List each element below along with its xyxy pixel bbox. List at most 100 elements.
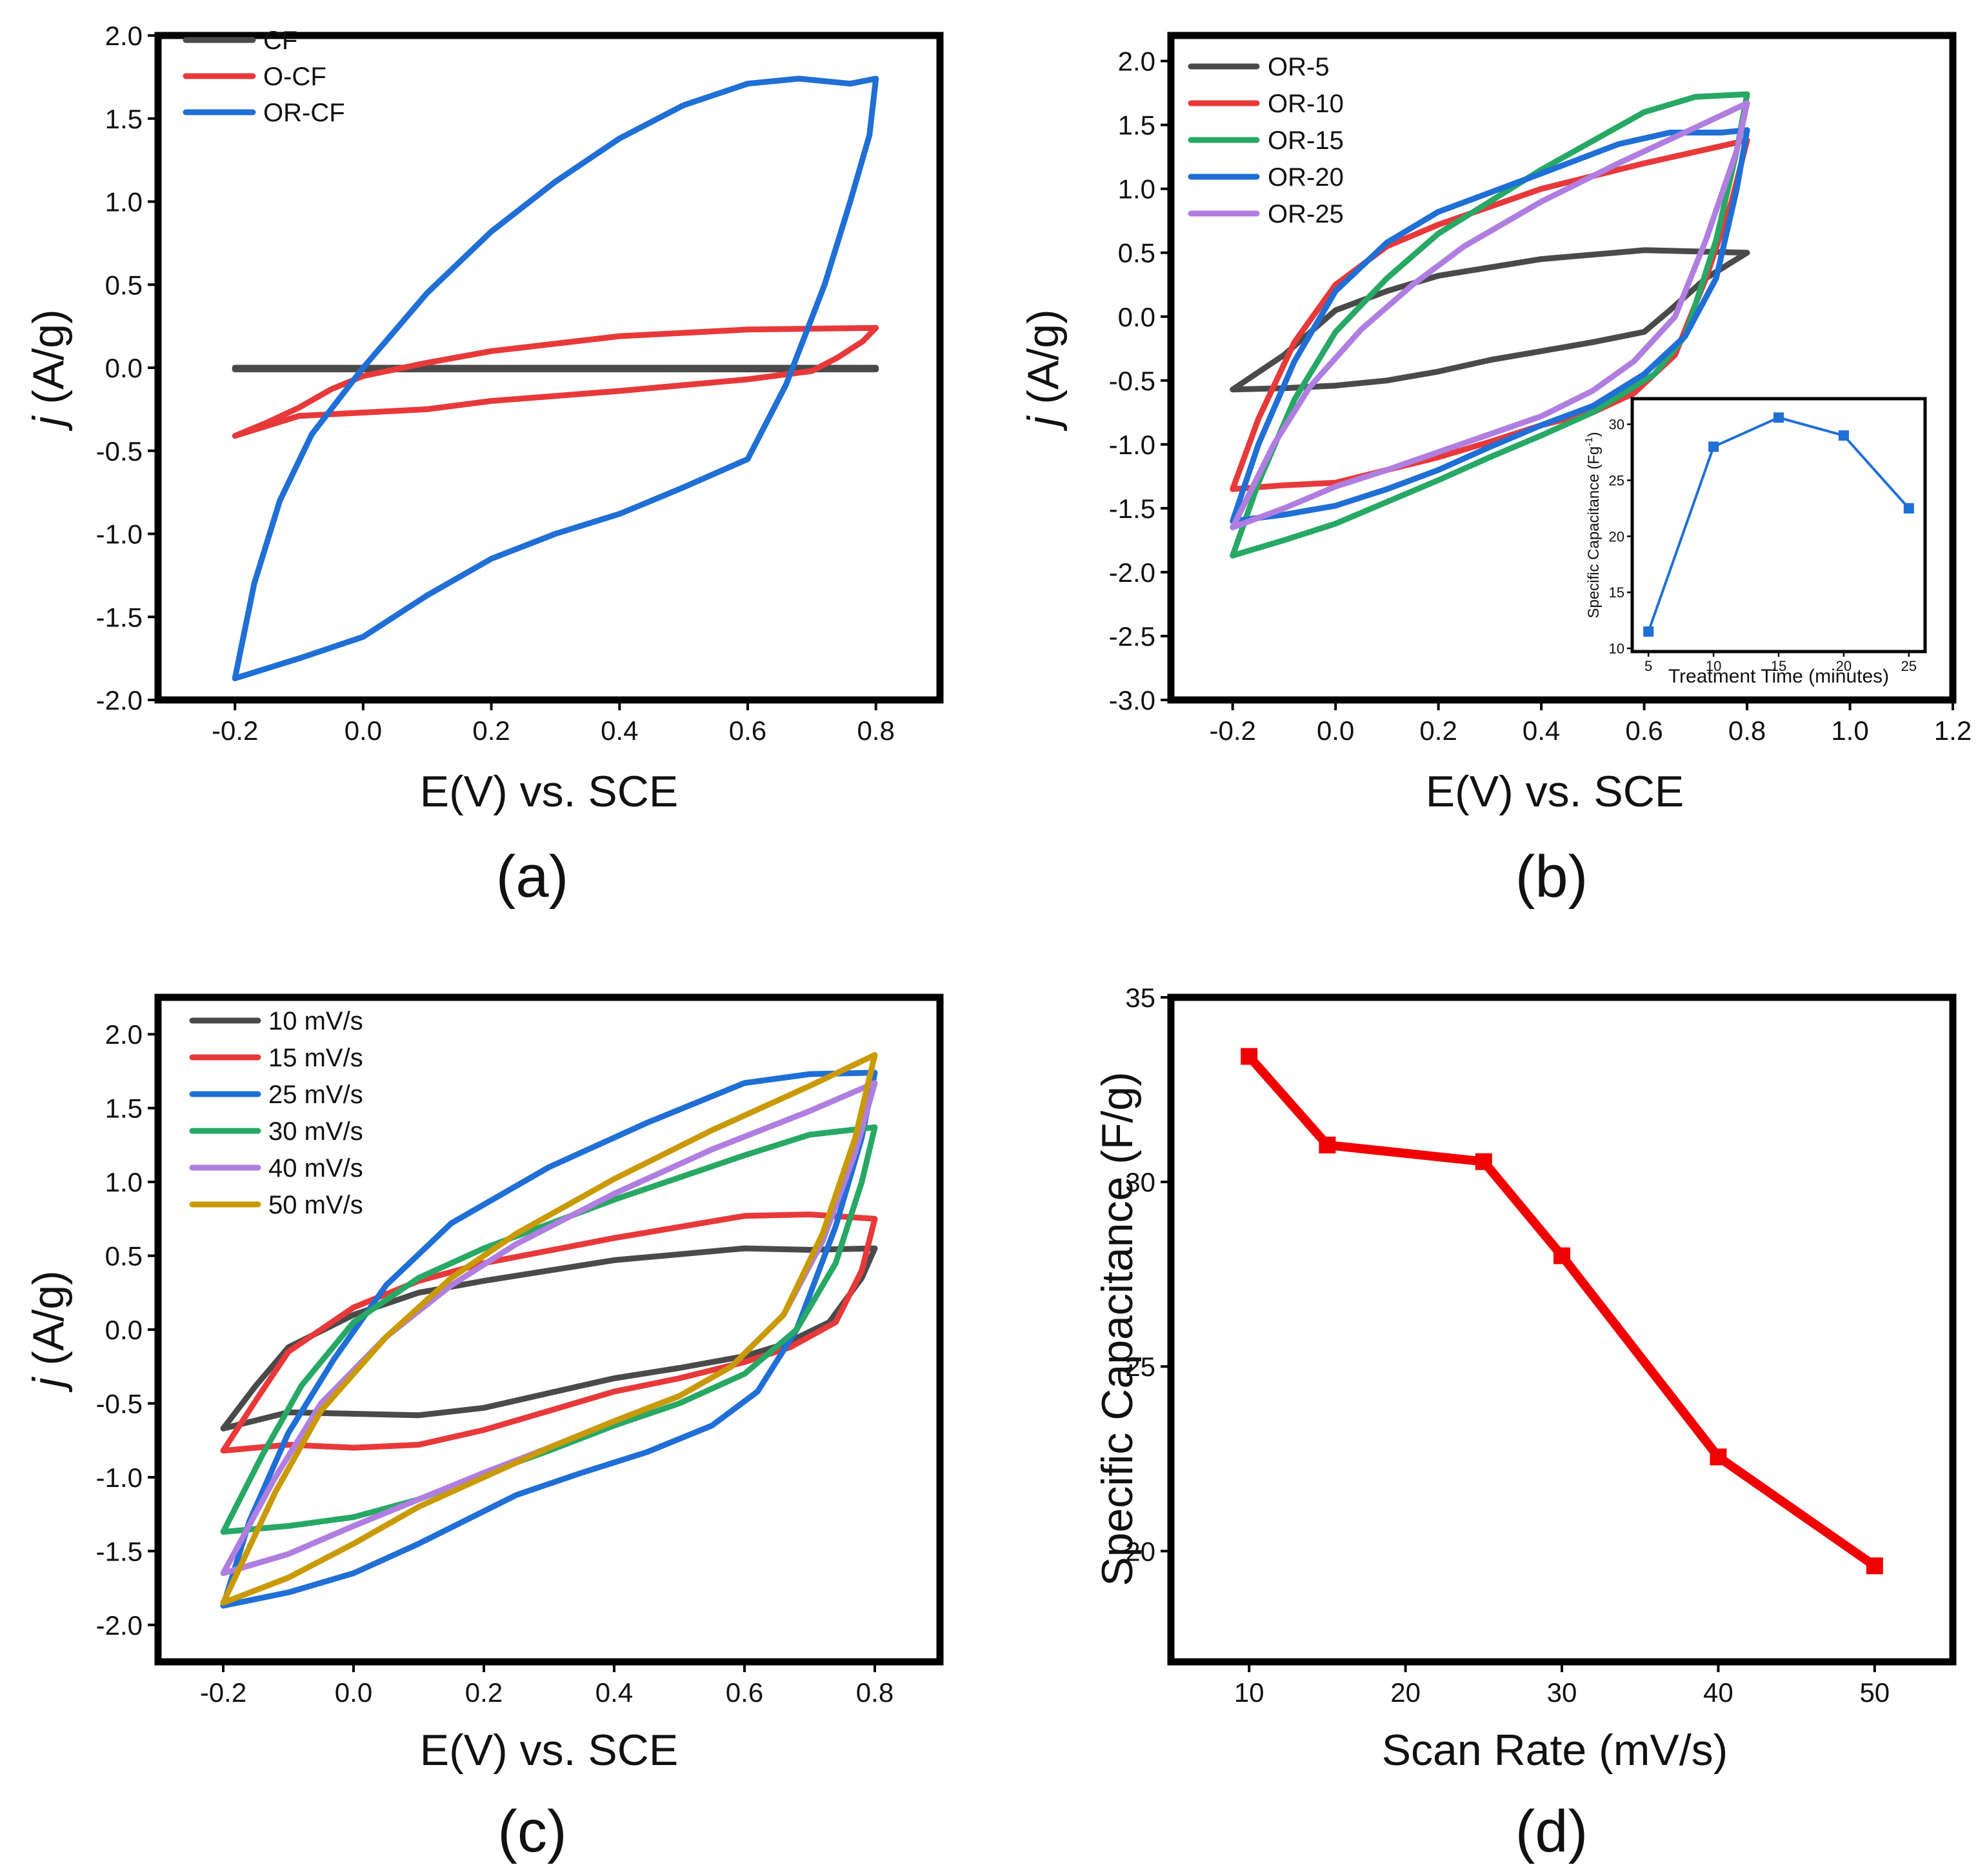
inset-x-tick-label-2: 15 [1771, 658, 1786, 674]
marker-d-3 [1553, 1247, 1570, 1264]
panel-a-plot [232, 75, 879, 681]
y-tick-label-c-0: -2.0 [96, 1610, 143, 1641]
y-tick-label-b-8: 1.0 [1118, 174, 1155, 205]
panel-c-plot [220, 1052, 878, 1609]
marker-d-5 [1866, 1557, 1883, 1575]
x-tick-label-d-3: 40 [1703, 1677, 1733, 1708]
y-tick-label-d-2: 30 [1125, 1167, 1155, 1197]
inset-background [1632, 399, 1925, 652]
panel-c-ticks: -0.2 0.0 0.2 0.4 0.6 0.8 -2.0 -1.5 -1.0 -0.5 0.0 0.… [96, 1019, 894, 1708]
inset-marker-1 [1708, 441, 1719, 452]
panel-b: -0.2 0.0 0.2 0.4 0.6 0.8 1.0 1.2 -3.0 -2.5 -2.0 -1.… [1019, 32, 1972, 910]
y-tick-label-b-10: 2.0 [1118, 46, 1155, 77]
panel-d-label: (d) [1515, 1799, 1588, 1864]
panel-a-y-axis-title: j (A/g) [24, 309, 73, 431]
marker-d-0 [1241, 1048, 1258, 1065]
y-tick-label-a-6: 1.0 [105, 187, 143, 217]
panel-c-label: (c) [497, 1799, 566, 1864]
legend-label-or-cf: OR-CF [263, 99, 345, 127]
x-tick-label-b-2: 0.2 [1419, 715, 1457, 746]
y-tick-label-b-5: -0.5 [1109, 366, 1155, 396]
y-tick-label-c-3: -0.5 [96, 1388, 143, 1419]
series-a-or-cf [232, 75, 879, 681]
x-tick-label-c-2: 0.2 [465, 1677, 503, 1708]
y-tick-label-b-3: -1.5 [1109, 494, 1155, 524]
x-tick-label-a-1: 0.0 [345, 715, 382, 746]
panel-b-frame [1167, 32, 1957, 704]
x-tick-label-b-6: 1.0 [1831, 715, 1868, 746]
y-tick-label-a-7: 1.5 [105, 104, 143, 134]
y-tick-label-a-4: 0.0 [105, 353, 143, 383]
panel-d-ticks: 10 20 30 40 50 20 25 30 35 [1125, 983, 1890, 1708]
panel-c-x-axis-title: E(V) vs. SCE [420, 1726, 679, 1775]
panel-d-y-axis-title: Specific Capacitance (F/g) [1093, 1072, 1142, 1586]
legend-label-10-mvs: 10 mV/s [268, 1007, 363, 1035]
x-tick-label-b-7: 1.2 [1934, 715, 1972, 746]
series-b-or-15 [1230, 91, 1750, 559]
x-tick-label-c-3: 0.4 [595, 1677, 633, 1708]
inset-x-tick-label-4: 25 [1901, 658, 1917, 674]
legend-label-25-mvs: 25 mV/s [268, 1081, 363, 1109]
y-tick-label-b-2: -2.0 [1109, 557, 1155, 588]
y-tick-label-d-3: 35 [1125, 983, 1155, 1013]
panel-c: -0.2 0.0 0.2 0.4 0.6 0.8 -2.0 -1.5 -1.0 -0.5 0.0 0.… [24, 993, 944, 1864]
x-tick-label-c-5: 0.8 [856, 1677, 894, 1708]
inset-y-tick-label-1: 15 [1609, 584, 1624, 601]
panel-b-x-axis-title: E(V) vs. SCE [1426, 767, 1684, 816]
x-tick-label-d-0: 10 [1234, 1677, 1264, 1708]
marker-d-4 [1710, 1448, 1727, 1466]
inset-y-axis-title: Specific Capacitance (Fg-1) [1584, 432, 1603, 618]
x-tick-label-b-3: 0.4 [1523, 715, 1560, 746]
legend-label-30-mvs: 30 mV/s [268, 1117, 363, 1146]
panel-b-inset: 5 10 15 20 25 10 15 20 25 30 Treatment Time (minu… [1584, 397, 1927, 687]
legend-label-o-cf: O-CF [263, 63, 326, 91]
panel-a-x-axis-title: E(V) vs. SCE [420, 767, 679, 816]
y-tick-label-b-1: -2.5 [1109, 621, 1155, 652]
panel-c-legend: 10 mV/s 15 mV/s 25 mV/s 30 mV/s 40 mV/s … [189, 1007, 363, 1219]
series-b-or-25 [1230, 100, 1750, 531]
y-tick-label-a-5: 0.5 [105, 270, 143, 300]
inset-marker-2 [1773, 412, 1784, 423]
x-tick-label-a-4: 0.6 [729, 715, 766, 746]
x-tick-label-a-0: -0.2 [212, 715, 258, 746]
inset-x-tick-label-3: 20 [1836, 658, 1852, 674]
x-tick-label-a-5: 0.8 [857, 715, 894, 746]
series-d-specific-capacitance [1244, 1052, 1879, 1571]
inset-marker-3 [1838, 430, 1849, 441]
marker-d-2 [1475, 1153, 1492, 1170]
legend-label-or-20: OR-20 [1268, 163, 1344, 192]
y-tick-label-b-6: 0.0 [1118, 302, 1155, 332]
panel-c-y-axis-title: j (A/g) [24, 1270, 73, 1392]
inset-marker-4 [1903, 503, 1914, 514]
y-tick-label-c-2: -1.0 [96, 1462, 143, 1493]
series-a-cf [232, 364, 879, 373]
panel-d-plot [1241, 1048, 1883, 1575]
x-tick-label-a-3: 0.4 [601, 715, 638, 746]
panel-b-label: (b) [1515, 844, 1588, 910]
x-tick-label-c-1: 0.0 [335, 1677, 372, 1708]
legend-label-or-5: OR-5 [1268, 53, 1330, 81]
series-c-15-mv-s [220, 1212, 878, 1454]
marker-d-1 [1319, 1136, 1336, 1153]
panel-a-legend: CF O-CF OR-CF [183, 26, 345, 127]
legend-label-50-mvs: 50 mV/s [268, 1191, 363, 1219]
inset-y-tick-label-3: 25 [1609, 473, 1624, 489]
y-tick-label-d-1: 25 [1125, 1352, 1155, 1382]
y-tick-label-c-6: 1.0 [105, 1167, 143, 1197]
y-tick-label-b-9: 1.5 [1118, 110, 1155, 141]
panel-a-label: (a) [496, 844, 568, 910]
legend-label-cf: CF [263, 26, 297, 55]
y-tick-label-a-8: 2.0 [105, 21, 143, 51]
inset-y-tick-label-2: 20 [1609, 528, 1624, 544]
x-tick-label-d-1: 20 [1390, 1677, 1421, 1708]
series-b-or-5 [1230, 247, 1750, 393]
x-tick-label-b-4: 0.6 [1625, 715, 1663, 746]
inset-marker-0 [1643, 626, 1654, 637]
y-tick-label-c-8: 2.0 [105, 1019, 143, 1050]
x-tick-label-a-2: 0.2 [472, 715, 510, 746]
legend-label-40-mvs: 40 mV/s [268, 1154, 363, 1182]
panel-d: 10 20 30 40 50 20 25 30 35 Scan Rate (mV/s) Spec… [1093, 983, 1957, 1864]
series-a-o-cf [232, 324, 879, 439]
inset-x-tick-label-1: 10 [1706, 658, 1721, 674]
x-tick-label-c-0: -0.2 [200, 1677, 246, 1708]
